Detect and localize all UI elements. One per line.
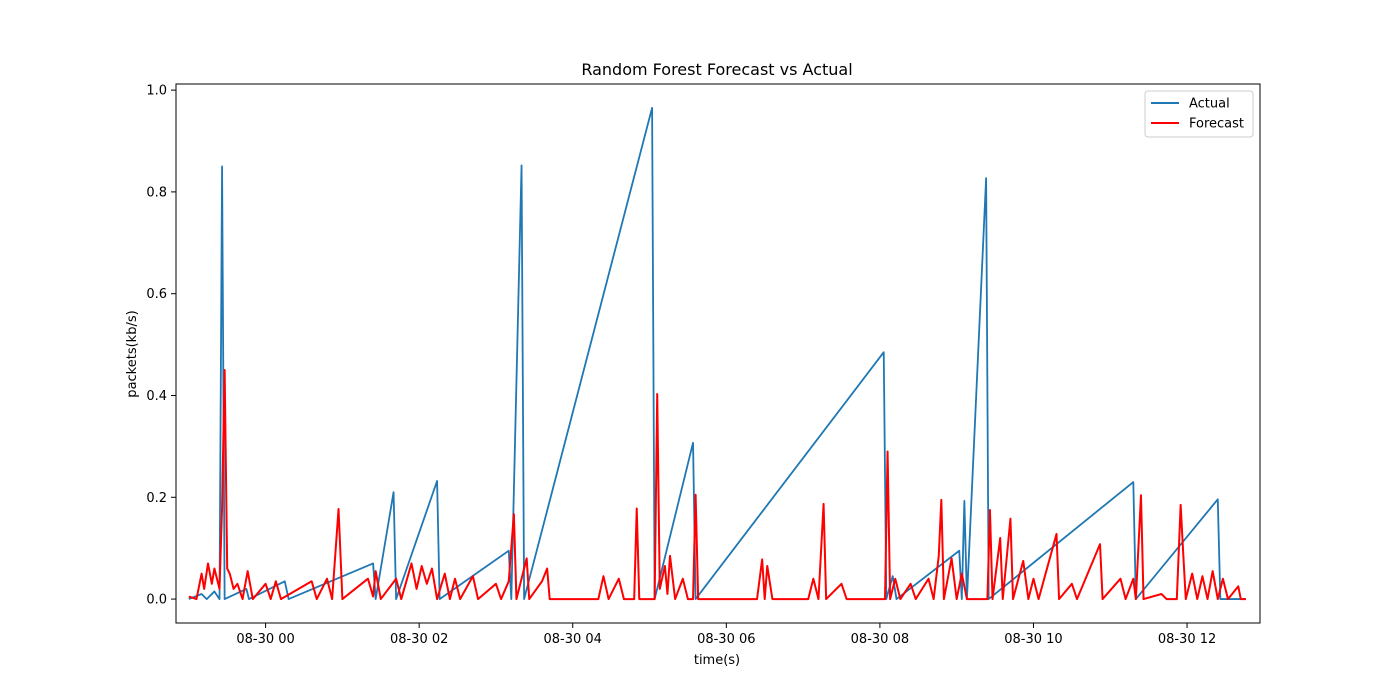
legend-label-actual: Actual [1189,97,1230,112]
x-tick-label: 08-30 12 [1158,632,1216,647]
series-line-actual [188,107,1246,600]
y-tick-label: 0.0 [146,593,167,608]
x-axis-label: time(s) [694,653,740,668]
x-axis: 08-30 00 08-30 02 08-30 04 08-30 06 08-30 08… [236,623,1216,647]
x-tick-label: 08-30 02 [390,632,448,647]
x-tick-label: 08-30 06 [697,632,755,647]
plot-frame [175,83,1261,624]
y-tick-label: 0.8 [146,185,167,200]
plot-lines [188,107,1246,601]
x-tick-label: 08-30 00 [236,632,294,647]
legend-label-forecast: Forecast [1189,117,1244,132]
x-tick-label: 08-30 10 [1004,632,1062,647]
chart-title: Random Forest Forecast vs Actual [581,60,852,79]
x-tick-label: 08-30 08 [851,632,909,647]
y-axis: 0.0 0.2 0.4 0.6 0.8 1.0 [146,84,176,608]
series-line-forecast [188,369,1246,601]
y-tick-label: 0.2 [146,491,167,506]
y-tick-label: 0.6 [146,287,167,302]
y-axis-label: packets(kb/s) [125,310,140,397]
legend: Actual Forecast [1144,90,1254,138]
y-tick-label: 0.4 [146,389,167,404]
y-tick-label: 1.0 [146,84,167,99]
x-tick-label: 08-30 04 [544,632,602,647]
